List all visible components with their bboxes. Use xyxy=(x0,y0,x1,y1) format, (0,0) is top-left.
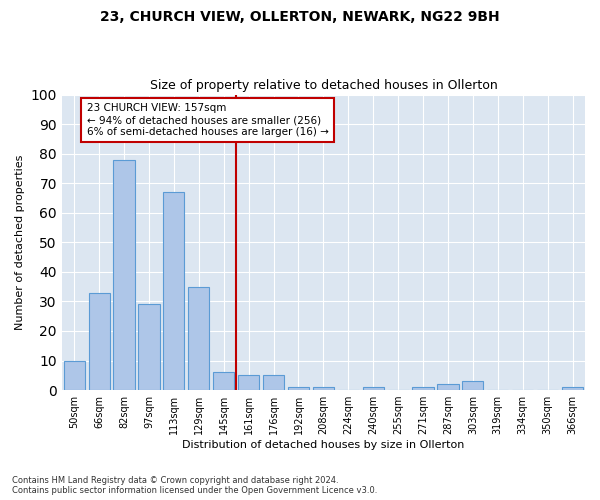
Bar xyxy=(437,384,458,390)
Bar xyxy=(412,387,434,390)
Text: 23 CHURCH VIEW: 157sqm
← 94% of detached houses are smaller (256)
6% of semi-det: 23 CHURCH VIEW: 157sqm ← 94% of detached… xyxy=(87,104,329,136)
Bar xyxy=(462,381,484,390)
Bar xyxy=(263,376,284,390)
Bar xyxy=(562,387,583,390)
Bar xyxy=(139,304,160,390)
Title: Size of property relative to detached houses in Ollerton: Size of property relative to detached ho… xyxy=(149,79,497,92)
Bar xyxy=(163,192,184,390)
Bar xyxy=(313,387,334,390)
X-axis label: Distribution of detached houses by size in Ollerton: Distribution of detached houses by size … xyxy=(182,440,464,450)
Bar xyxy=(213,372,235,390)
Bar xyxy=(89,292,110,390)
Bar xyxy=(288,387,309,390)
Bar xyxy=(64,360,85,390)
Bar xyxy=(362,387,384,390)
Y-axis label: Number of detached properties: Number of detached properties xyxy=(15,154,25,330)
Text: Contains HM Land Registry data © Crown copyright and database right 2024.
Contai: Contains HM Land Registry data © Crown c… xyxy=(12,476,377,495)
Text: 23, CHURCH VIEW, OLLERTON, NEWARK, NG22 9BH: 23, CHURCH VIEW, OLLERTON, NEWARK, NG22 … xyxy=(100,10,500,24)
Bar xyxy=(188,286,209,390)
Bar xyxy=(238,376,259,390)
Bar xyxy=(113,160,134,390)
